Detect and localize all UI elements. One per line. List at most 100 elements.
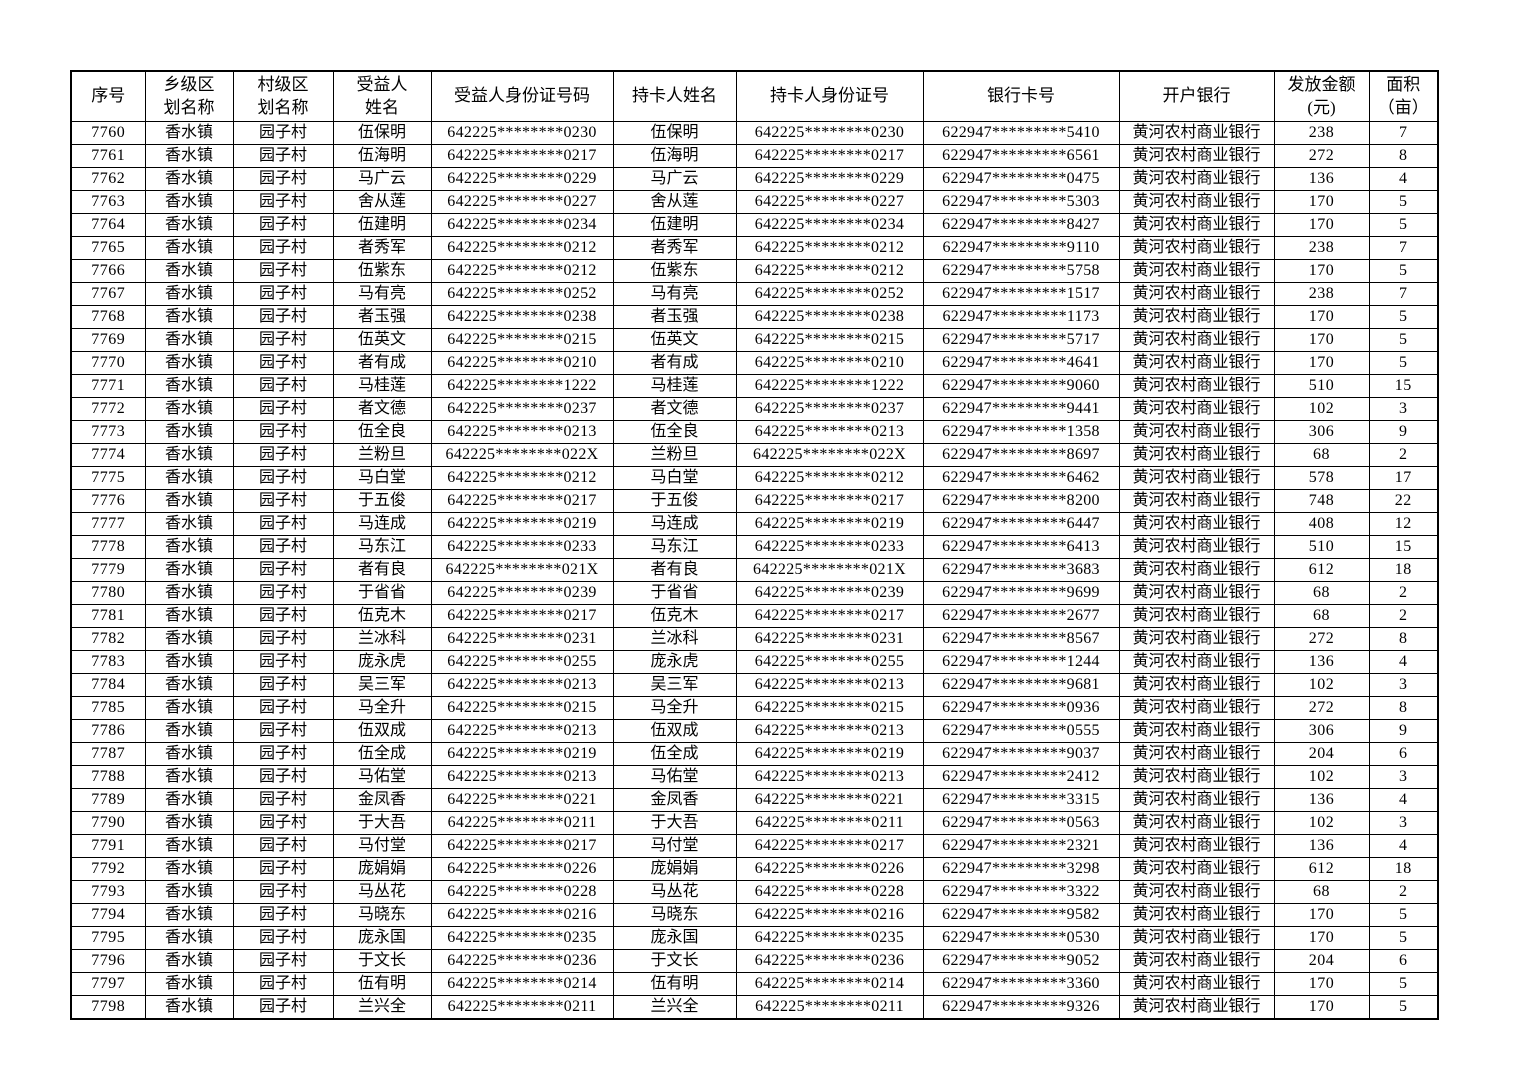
cell-seq: 7797 [70,972,146,996]
cell-township: 香水镇 [144,535,234,559]
cell-amount: 272 [1273,144,1370,168]
cell-cardholder-name: 马付堂 [612,834,737,858]
cell-seq: 7791 [70,834,146,858]
cell-bank: 黄河农村商业银行 [1118,213,1275,237]
cell-village: 园子村 [232,305,334,329]
cell-amount: 136 [1273,650,1370,674]
cell-card-number: 622947*********4641 [922,351,1120,375]
cell-cardholder-name: 兰兴全 [612,995,737,1020]
cell-bank: 黄河农村商业银行 [1118,834,1275,858]
cell-area: 2 [1368,443,1439,467]
cell-cardholder-name: 者秀军 [612,236,737,260]
cell-card-number: 622947*********9110 [922,236,1120,260]
cell-seq: 7772 [70,397,146,421]
cell-card-number: 622947*********0555 [922,719,1120,743]
cell-village: 园子村 [232,535,334,559]
cell-township: 香水镇 [144,995,234,1020]
header-beneficiary-id: 受益人身份证号码 [430,70,614,122]
cell-village: 园子村 [232,144,334,168]
cell-beneficiary-id: 642225********0233 [430,535,614,559]
cell-township: 香水镇 [144,282,234,306]
cell-beneficiary-id: 642225********0213 [430,673,614,697]
cell-card-number: 622947*********1173 [922,305,1120,329]
cell-seq: 7785 [70,696,146,720]
cell-cardholder-name: 者有良 [612,558,737,582]
cell-beneficiary-id: 642225********0215 [430,696,614,720]
cell-seq: 7775 [70,466,146,490]
cell-amount: 102 [1273,397,1370,421]
table-row: 7780 香水镇 园子村 于省省 642225********0239 于省省 642225… [70,581,1439,605]
cell-amount: 170 [1273,903,1370,927]
cell-cardholder-name: 伍全成 [612,742,737,766]
cell-cardholder-name: 马有亮 [612,282,737,306]
cell-area: 15 [1368,374,1439,398]
cell-beneficiary-id: 642225********022X [430,443,614,467]
cell-village: 园子村 [232,719,334,743]
cell-beneficiary-name: 马连成 [332,512,432,536]
cell-amount: 136 [1273,788,1370,812]
cell-beneficiary-id: 642225********0236 [430,949,614,973]
cell-area: 3 [1368,765,1439,789]
cell-beneficiary-id: 642225********0235 [430,926,614,950]
table-row: 7765 香水镇 园子村 者秀军 642225********0212 者秀军 642225… [70,236,1439,260]
header-village: 村级区 划名称 [232,70,334,122]
cell-beneficiary-name: 伍克木 [332,604,432,628]
cell-cardholder-id: 642225********021X [735,558,924,582]
cell-card-number: 622947*********6447 [922,512,1120,536]
cell-area: 6 [1368,949,1439,973]
cell-card-number: 622947*********2677 [922,604,1120,628]
table-row: 7772 香水镇 园子村 者文德 642225********0237 者文德 642225… [70,397,1439,421]
cell-bank: 黄河农村商业银行 [1118,742,1275,766]
table-header-row: 序号 乡级区 划名称 村级区 划名称 受益人 姓名 受益人身份证号码 持卡人姓名… [70,70,1439,122]
cell-area: 3 [1368,397,1439,421]
cell-area: 5 [1368,305,1439,329]
cell-cardholder-id: 642225********0212 [735,259,924,283]
cell-card-number: 622947*********5717 [922,328,1120,352]
cell-seq: 7789 [70,788,146,812]
cell-township: 香水镇 [144,328,234,352]
cell-card-number: 622947*********0563 [922,811,1120,835]
cell-bank: 黄河农村商业银行 [1118,627,1275,651]
cell-seq: 7796 [70,949,146,973]
cell-seq: 7783 [70,650,146,674]
cell-township: 香水镇 [144,236,234,260]
table-row: 7794 香水镇 园子村 马晓东 642225********0216 马晓东 642225… [70,903,1439,927]
cell-bank: 黄河农村商业银行 [1118,926,1275,950]
cell-cardholder-name: 舍从莲 [612,190,737,214]
cell-area: 18 [1368,857,1439,881]
cell-card-number: 622947*********5758 [922,259,1120,283]
cell-card-number: 622947*********8697 [922,443,1120,467]
cell-card-number: 622947*********9060 [922,374,1120,398]
cell-area: 9 [1368,719,1439,743]
cell-township: 香水镇 [144,305,234,329]
cell-beneficiary-name: 伍全成 [332,742,432,766]
cell-card-number: 622947*********0530 [922,926,1120,950]
cell-township: 香水镇 [144,650,234,674]
table-row: 7771 香水镇 园子村 马桂莲 642225********1222 马桂莲 642225… [70,374,1439,398]
cell-cardholder-name: 伍英文 [612,328,737,352]
cell-beneficiary-name: 庞娟娟 [332,857,432,881]
cell-bank: 黄河农村商业银行 [1118,144,1275,168]
cell-beneficiary-name: 伍全良 [332,420,432,444]
cell-area: 5 [1368,351,1439,375]
cell-amount: 170 [1273,972,1370,996]
cell-bank: 黄河农村商业银行 [1118,259,1275,283]
cell-village: 园子村 [232,673,334,697]
cell-amount: 408 [1273,512,1370,536]
cell-cardholder-name: 伍有明 [612,972,737,996]
cell-card-number: 622947*********9441 [922,397,1120,421]
cell-card-number: 622947*********3322 [922,880,1120,904]
cell-seq: 7762 [70,167,146,191]
cell-village: 园子村 [232,190,334,214]
cell-cardholder-id: 642225********0214 [735,972,924,996]
cell-cardholder-id: 642225********0219 [735,742,924,766]
cell-cardholder-id: 642225********0217 [735,604,924,628]
cell-township: 香水镇 [144,788,234,812]
cell-village: 园子村 [232,213,334,237]
cell-seq: 7761 [70,144,146,168]
cell-township: 香水镇 [144,190,234,214]
cell-cardholder-id: 642225********0211 [735,811,924,835]
cell-cardholder-id: 642225********0234 [735,213,924,237]
cell-card-number: 622947*********0936 [922,696,1120,720]
cell-village: 园子村 [232,558,334,582]
